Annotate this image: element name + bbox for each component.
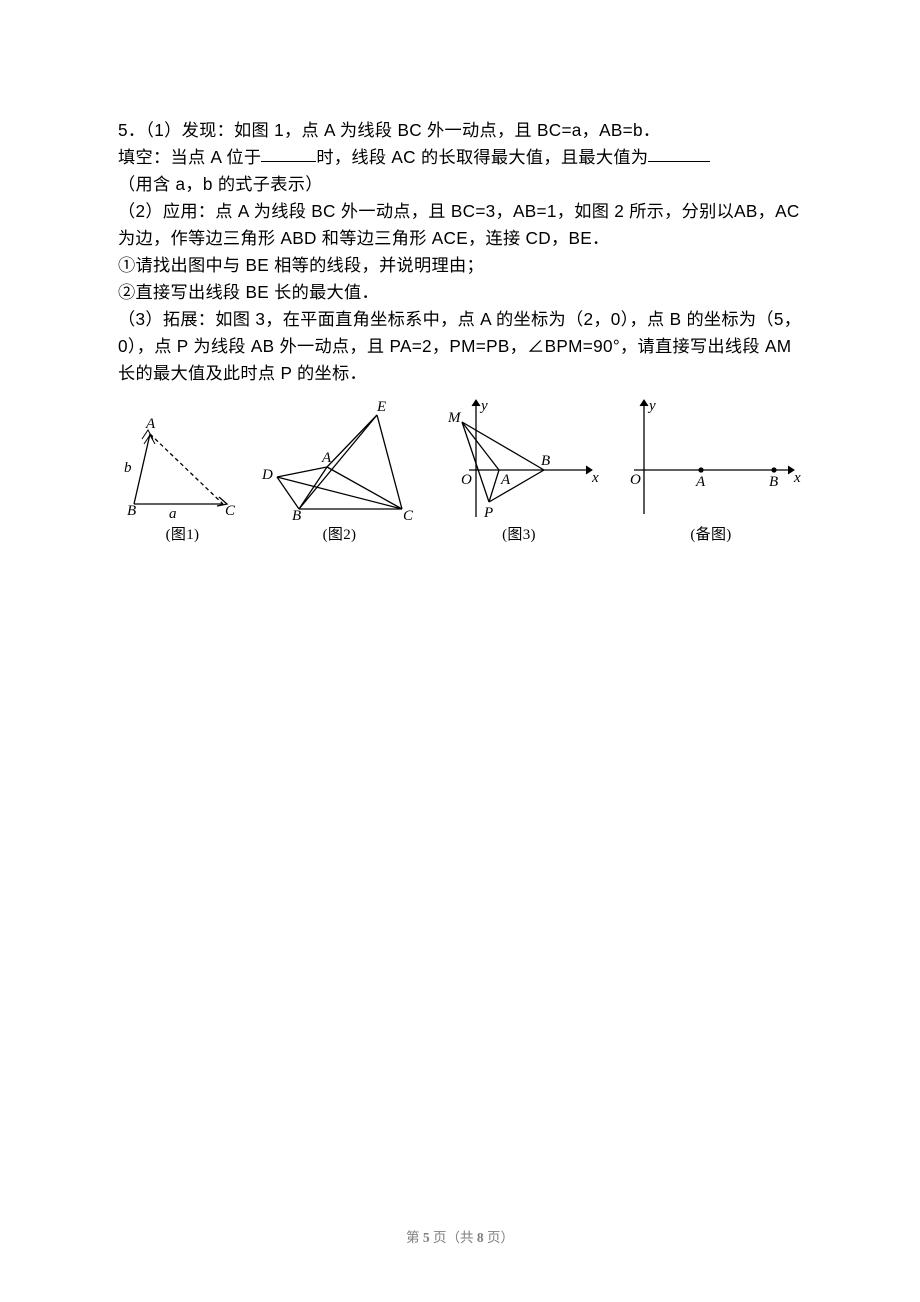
svg-text:C: C (403, 508, 414, 522)
footer-page-current: 5 (423, 1230, 430, 1245)
question-number: 5． (118, 120, 145, 140)
svg-text:D: D (261, 467, 273, 483)
svg-text:B: B (292, 508, 301, 522)
q5-part1-discovery: 5．（1）发现：如图 1，点 A 为线段 BC 外一动点，且 BC=a，AB=b… (118, 117, 805, 144)
figure-4-block: y x O A B (备图) (616, 392, 806, 548)
figure-3-svg: y x O A B M P (434, 392, 604, 522)
svg-text:P: P (483, 505, 493, 521)
q5-part2-sub1: ①请找出图中与 BE 相等的线段，并说明理由； (118, 252, 805, 279)
figure-4-label: (备图) (690, 524, 731, 548)
footer-prefix: 第 (406, 1230, 423, 1245)
svg-text:O: O (461, 472, 472, 488)
q5-part3: （3）拓展：如图 3，在平面直角坐标系中，点 A 的坐标为（2，0），点 B 的… (118, 306, 805, 387)
figure-2-svg: A B C D E (257, 397, 422, 522)
svg-text:y: y (479, 398, 488, 414)
figure-3-label: (图3) (502, 524, 536, 548)
figure-1-svg: A B C b a (120, 412, 245, 522)
blank-2 (648, 143, 710, 162)
figure-1-block: A B C b a (图1) (120, 412, 245, 548)
svg-text:y: y (647, 398, 656, 414)
svg-text:O: O (630, 472, 641, 488)
footer-suffix: 页） (484, 1230, 514, 1245)
part1-fill-prefix: 填空：当点 A 位于 (118, 147, 261, 167)
svg-text:A: A (500, 472, 511, 488)
svg-text:B: B (127, 503, 136, 519)
figure-2-block: A B C D E (图2) (257, 397, 422, 548)
svg-text:x: x (591, 470, 599, 486)
svg-text:x: x (793, 470, 801, 486)
figure-4-svg: y x O A B (616, 392, 806, 522)
svg-text:E: E (376, 399, 386, 415)
svg-text:A: A (321, 450, 332, 466)
q5-part2-sub2: ②直接写出线段 BE 长的最大值． (118, 279, 805, 306)
footer-middle: 页（共 (430, 1230, 477, 1245)
part1-fill-mid: 时，线段 AC 的长取得最大值，且最大值为 (316, 147, 648, 167)
q5-part1-fill-line: 填空：当点 A 位于 时，线段 AC 的长取得最大值，且最大值为 (118, 144, 805, 171)
q5-part1-note: （用含 a，b 的式子表示） (118, 171, 805, 198)
figure-3-block: y x O A B M P (图3) (434, 392, 604, 548)
svg-text:B: B (769, 474, 778, 490)
svg-text:M: M (447, 410, 462, 426)
footer-page-total: 8 (477, 1230, 484, 1245)
figure-2-label: (图2) (323, 524, 357, 548)
figure-1-label: (图1) (166, 524, 200, 548)
q5-part2-intro: （2）应用：点 A 为线段 BC 外一动点，且 BC=3，AB=1，如图 2 所… (118, 198, 805, 252)
svg-text:b: b (124, 460, 132, 476)
page-footer: 第 5 页（共 8 页） (0, 1226, 920, 1246)
part1-discovery-text: （1）发现：如图 1，点 A 为线段 BC 外一动点，且 BC=a，AB=b． (145, 120, 660, 140)
svg-text:C: C (225, 503, 236, 519)
document-content: 5．（1）发现：如图 1，点 A 为线段 BC 外一动点，且 BC=a，AB=b… (0, 0, 920, 548)
blank-1 (261, 143, 316, 162)
svg-text:A: A (145, 416, 156, 432)
svg-text:A: A (695, 474, 706, 490)
svg-text:B: B (541, 453, 550, 469)
svg-text:a: a (169, 506, 177, 522)
figures-row: A B C b a (图1) (118, 392, 805, 548)
